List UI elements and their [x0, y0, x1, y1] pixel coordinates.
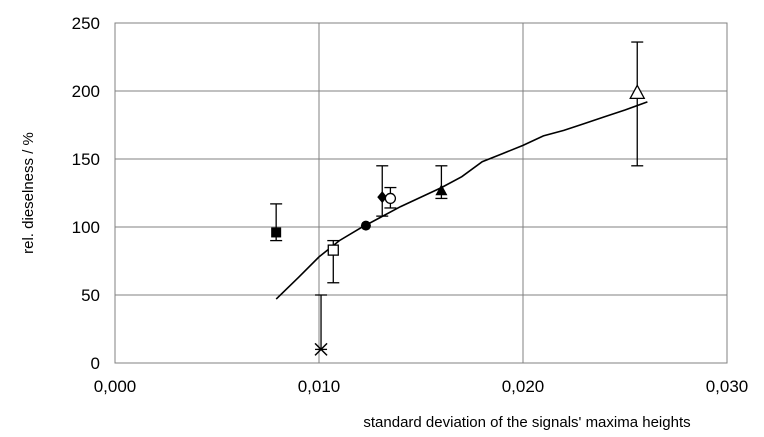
y-tick-label: 100 [72, 218, 100, 237]
y-tick-label: 0 [91, 354, 100, 373]
error-bars [270, 41, 644, 351]
x-tick-label: 0,010 [298, 377, 341, 396]
data-point-open-circle [384, 192, 397, 205]
data-point-filled-square [271, 227, 282, 238]
x-axis-ticks: 0,000 0,010 0,020 0,030 [94, 377, 749, 396]
cross-stroke [314, 342, 328, 356]
plot-area [114, 22, 728, 364]
data-point-filled-triangle [435, 184, 448, 196]
error-bar [315, 294, 328, 351]
error-bar [631, 41, 644, 167]
error-bar [376, 165, 389, 217]
data-point-open-triangle [629, 83, 646, 100]
x-tick-label: 0,020 [502, 377, 545, 396]
y-axis-label: rel. dieselness / % [20, 132, 37, 254]
data-markers [271, 83, 646, 356]
data-point-filled-diamond [377, 191, 388, 204]
fit-curve [275, 101, 648, 300]
y-tick-label: 200 [72, 82, 100, 101]
y-tick-label: 150 [72, 150, 100, 169]
x-tick-label: 0,030 [706, 377, 749, 396]
data-point-filled-circle [360, 220, 371, 231]
grid [114, 22, 728, 364]
y-tick-label: 50 [81, 286, 100, 305]
x-tick-label: 0,000 [94, 377, 137, 396]
data-point-open-square [327, 244, 339, 256]
y-axis-ticks: 0 50 100 150 200 250 [72, 14, 100, 373]
x-axis-label: standard deviation of the signals' maxim… [363, 414, 690, 431]
data-point-cross [314, 342, 328, 356]
y-tick-label: 250 [72, 14, 100, 33]
